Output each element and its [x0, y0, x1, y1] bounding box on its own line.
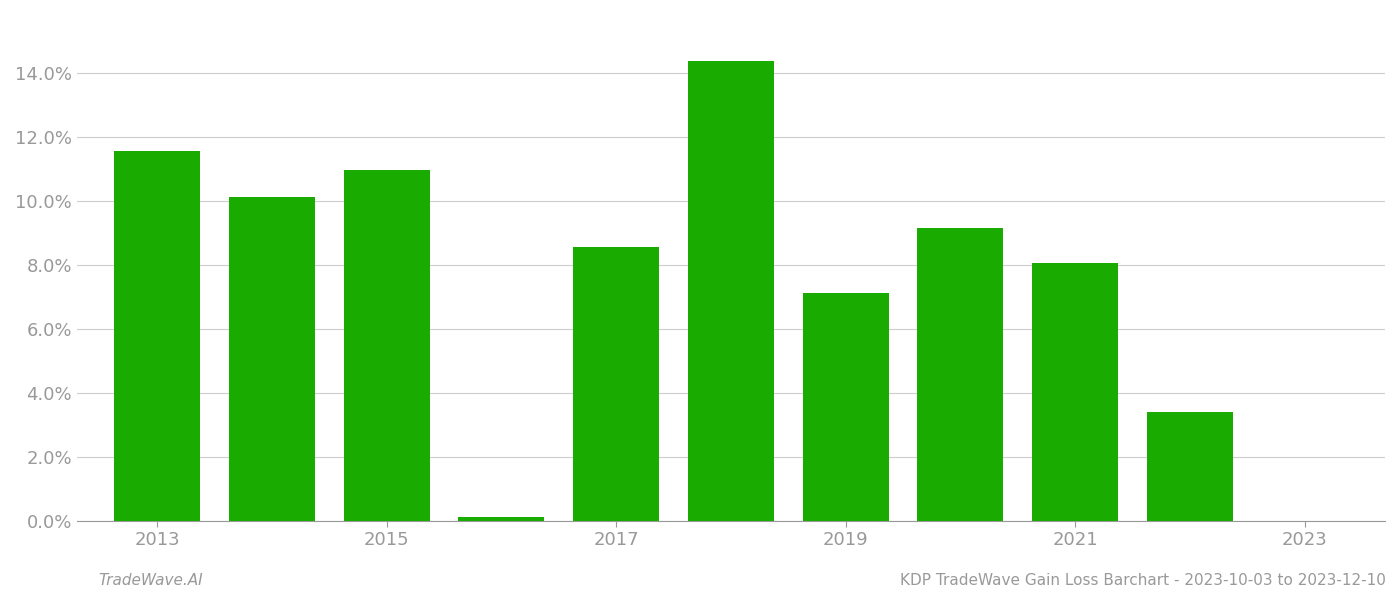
Bar	[917, 228, 1004, 521]
Bar	[343, 170, 430, 521]
Text: KDP TradeWave Gain Loss Barchart - 2023-10-03 to 2023-12-10: KDP TradeWave Gain Loss Barchart - 2023-…	[900, 573, 1386, 588]
Bar	[687, 61, 774, 521]
Bar	[573, 247, 659, 521]
Bar	[1147, 412, 1233, 521]
Bar	[115, 151, 200, 521]
Text: TradeWave.AI: TradeWave.AI	[98, 573, 203, 588]
Bar	[1032, 263, 1119, 521]
Bar	[802, 293, 889, 521]
Bar	[458, 517, 545, 521]
Bar	[230, 197, 315, 521]
